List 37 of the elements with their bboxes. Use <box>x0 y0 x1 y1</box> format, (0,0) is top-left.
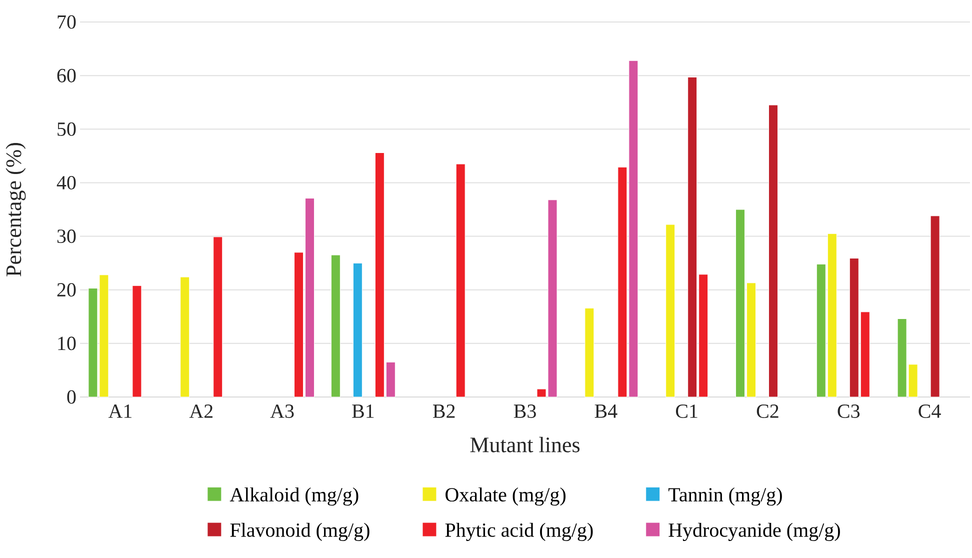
bar <box>132 285 142 398</box>
x-tick-label: B3 <box>514 404 536 418</box>
bar <box>180 276 190 398</box>
y-tick-label: 30 <box>57 230 76 244</box>
x-axis-title: Mutant lines <box>470 436 580 452</box>
bar <box>584 308 594 398</box>
y-axis-title: Percentage (%) <box>6 142 26 276</box>
bar <box>213 236 223 398</box>
legend-label: Tannin (mg/g) <box>668 487 782 506</box>
bar <box>456 164 466 398</box>
x-tick-label: C3 <box>838 404 860 418</box>
y-tick-label: 0 <box>67 390 76 404</box>
bar <box>352 262 362 398</box>
legend-label: Phytic acid (mg/g) <box>445 522 593 542</box>
x-tick-label: C1 <box>676 404 698 418</box>
x-tick-label: B4 <box>594 404 618 418</box>
bar <box>666 224 676 398</box>
legend-label: Hydrocyanide (mg/g) <box>668 522 840 542</box>
y-tick-label: 50 <box>58 122 76 136</box>
bar <box>330 254 340 398</box>
y-tick-label: 40 <box>56 176 76 190</box>
legend-label: Alkaloid (mg/g) <box>230 487 358 506</box>
x-tick-label: A1 <box>108 404 132 418</box>
y-tick-label: 70 <box>58 15 76 29</box>
x-tick-label: C4 <box>918 404 941 418</box>
legend-label: Flavonoid (mg/g) <box>230 522 370 542</box>
y-tick-label: 10 <box>58 336 76 350</box>
x-tick-label: A3 <box>270 404 294 418</box>
y-tick-label: 60 <box>57 68 76 82</box>
legend-label: Oxalate (mg/g) <box>446 487 566 506</box>
y-tick-label: 20 <box>57 283 76 297</box>
bar <box>768 104 778 398</box>
x-tick-label: B2 <box>433 404 455 418</box>
bar <box>930 216 940 398</box>
x-tick-label: B1 <box>352 404 374 418</box>
x-tick-label: C2 <box>756 404 778 418</box>
x-tick-label: A2 <box>189 404 212 418</box>
